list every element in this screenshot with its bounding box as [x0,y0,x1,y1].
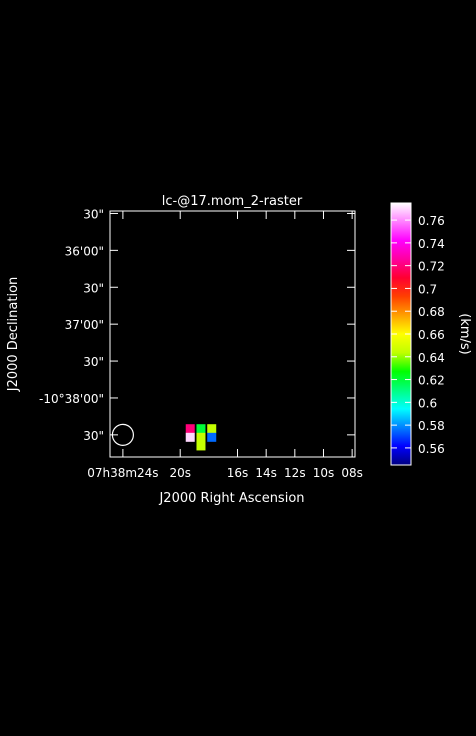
raster-pixel [207,424,217,434]
y-tick-label: 30" [83,429,104,443]
chart-title: lc-@17.mom_2-raster [162,194,303,209]
colorbar-tick-label: 0.62 [418,374,445,388]
x-axis-label: J2000 Right Ascension [158,491,304,506]
x-tick-label: 20s [169,466,191,480]
y-tick-label: 30" [83,355,104,369]
colorbar-tick-label: 0.7 [418,282,437,296]
y-axis-label: J2000 Declination [6,277,21,393]
y-tick-label: 36'00" [65,244,104,258]
raster-pixel [185,432,195,442]
colorbar-tick-label: 0.58 [418,419,445,433]
x-tick-label: 10s [313,466,335,480]
raster-pixel [196,432,206,442]
raster-pixel [196,424,206,434]
y-tick-label: 30" [83,207,104,221]
raster-pixel [207,432,217,442]
colorbar-tick-label: 0.56 [418,442,445,456]
x-tick-label: 07h38m24s [87,466,158,480]
raster-pixels [185,424,217,451]
colorbar-tick-label: 0.6 [418,396,437,410]
x-tick-label: 08s [341,466,363,480]
y-tick-label: 37'00" [65,318,104,332]
raster-pixel [196,441,206,451]
colorbar-tick-label: 0.66 [418,328,445,342]
y-tick-label: -10°38'00" [39,392,104,406]
colorbar-tick-label: 0.76 [418,214,445,228]
colorbar-tick-label: 0.72 [418,260,445,274]
colorbar-tick-label: 0.64 [418,351,445,365]
x-tick-label: 14s [255,466,277,480]
colorbar-label: (km/s) [457,313,472,355]
x-tick-label: 16s [227,466,249,480]
x-tick-label: 12s [284,466,306,480]
colorbar-tick-label: 0.74 [418,237,445,251]
plot-frame [109,210,356,458]
raster-pixel [185,424,195,434]
y-tick-label: 30" [83,281,104,295]
colorbar-tick-label: 0.68 [418,305,445,319]
